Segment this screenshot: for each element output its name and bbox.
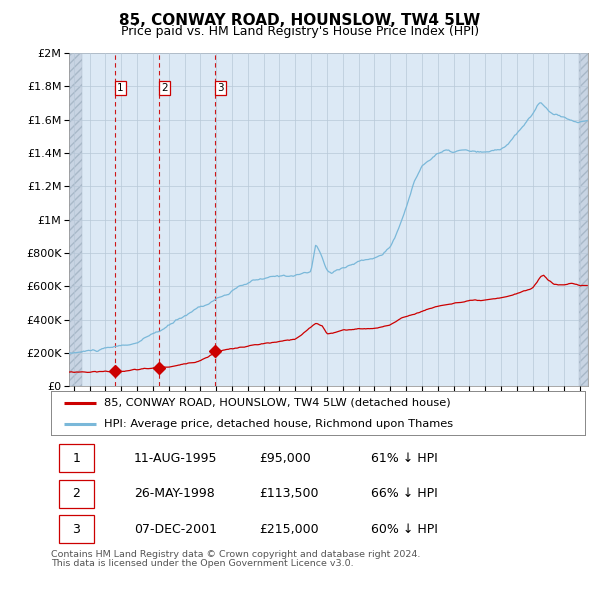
Text: 66% ↓ HPI: 66% ↓ HPI xyxy=(371,487,438,500)
Text: This data is licensed under the Open Government Licence v3.0.: This data is licensed under the Open Gov… xyxy=(51,559,353,568)
Text: £215,000: £215,000 xyxy=(259,523,319,536)
Text: 85, CONWAY ROAD, HOUNSLOW, TW4 5LW: 85, CONWAY ROAD, HOUNSLOW, TW4 5LW xyxy=(119,13,481,28)
Text: 85, CONWAY ROAD, HOUNSLOW, TW4 5LW (detached house): 85, CONWAY ROAD, HOUNSLOW, TW4 5LW (deta… xyxy=(104,398,451,408)
Text: 2: 2 xyxy=(73,487,80,500)
Text: 61% ↓ HPI: 61% ↓ HPI xyxy=(371,452,438,465)
Text: HPI: Average price, detached house, Richmond upon Thames: HPI: Average price, detached house, Rich… xyxy=(104,419,454,429)
Text: 07-DEC-2001: 07-DEC-2001 xyxy=(134,523,217,536)
Bar xyxy=(579,53,588,386)
Text: Contains HM Land Registry data © Crown copyright and database right 2024.: Contains HM Land Registry data © Crown c… xyxy=(51,550,421,559)
Text: £95,000: £95,000 xyxy=(259,452,311,465)
Text: 2: 2 xyxy=(161,83,168,93)
Bar xyxy=(69,53,82,386)
Text: 1: 1 xyxy=(117,83,124,93)
Text: 3: 3 xyxy=(73,523,80,536)
Text: Price paid vs. HM Land Registry's House Price Index (HPI): Price paid vs. HM Land Registry's House … xyxy=(121,25,479,38)
Text: 26-MAY-1998: 26-MAY-1998 xyxy=(134,487,215,500)
FancyBboxPatch shape xyxy=(59,444,94,473)
FancyBboxPatch shape xyxy=(59,515,94,543)
FancyBboxPatch shape xyxy=(59,480,94,508)
Text: 1: 1 xyxy=(73,452,80,465)
Text: 11-AUG-1995: 11-AUG-1995 xyxy=(134,452,217,465)
Text: 3: 3 xyxy=(217,83,223,93)
Text: 60% ↓ HPI: 60% ↓ HPI xyxy=(371,523,438,536)
Text: £113,500: £113,500 xyxy=(259,487,319,500)
